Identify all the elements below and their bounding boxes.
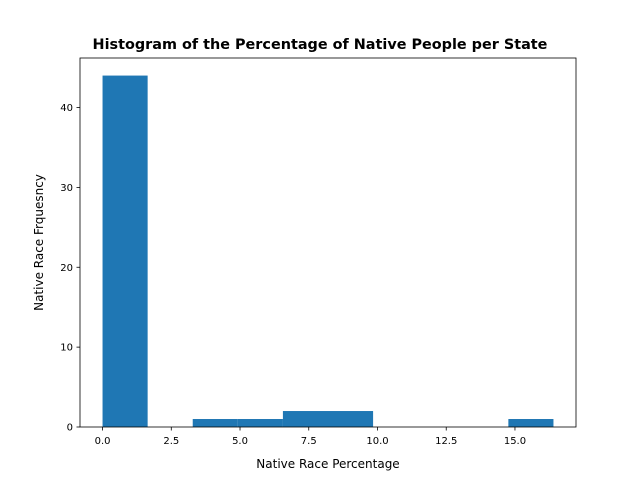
x-tick-label: 0.0 bbox=[95, 436, 111, 447]
histogram-bar-2 bbox=[192, 419, 238, 427]
chart-title: Histogram of the Percentage of Native Pe… bbox=[93, 37, 548, 53]
histogram-bar-4 bbox=[282, 411, 328, 427]
plot-frame bbox=[79, 57, 577, 428]
y-tick-label: 30 bbox=[60, 183, 73, 194]
histogram-bar-3 bbox=[237, 419, 283, 427]
histogram-bar-9 bbox=[508, 419, 554, 427]
x-tick-label: 12.5 bbox=[435, 436, 457, 447]
x-tick-label: 2.5 bbox=[163, 436, 179, 447]
x-tick-label: 15.0 bbox=[504, 436, 526, 447]
bars-group bbox=[102, 75, 554, 428]
x-axis-label: Native Race Percentage bbox=[256, 457, 399, 471]
histogram-bar-0 bbox=[102, 75, 148, 428]
x-tick-label: 10.0 bbox=[366, 436, 388, 447]
y-axis-label: Native Race Frquesncy bbox=[32, 174, 46, 311]
y-tick-label: 40 bbox=[60, 103, 73, 114]
y-tick-label: 0 bbox=[67, 423, 73, 434]
x-tick-label: 5.0 bbox=[232, 436, 248, 447]
histogram-bar-5 bbox=[328, 411, 374, 427]
y-tick-label: 20 bbox=[60, 263, 73, 274]
x-axis-ticks: 0.0 2.5 5.0 7.5 10.0 12.5 15.0 bbox=[95, 427, 526, 447]
y-tick-label: 10 bbox=[60, 343, 73, 354]
x-tick-label: 7.5 bbox=[301, 436, 317, 447]
y-axis-ticks: 0 10 20 30 40 bbox=[60, 103, 80, 434]
plot-area: 0.0 2.5 5.0 7.5 10.0 12.5 15.0 0 10 20 30 40 bbox=[60, 57, 577, 447]
